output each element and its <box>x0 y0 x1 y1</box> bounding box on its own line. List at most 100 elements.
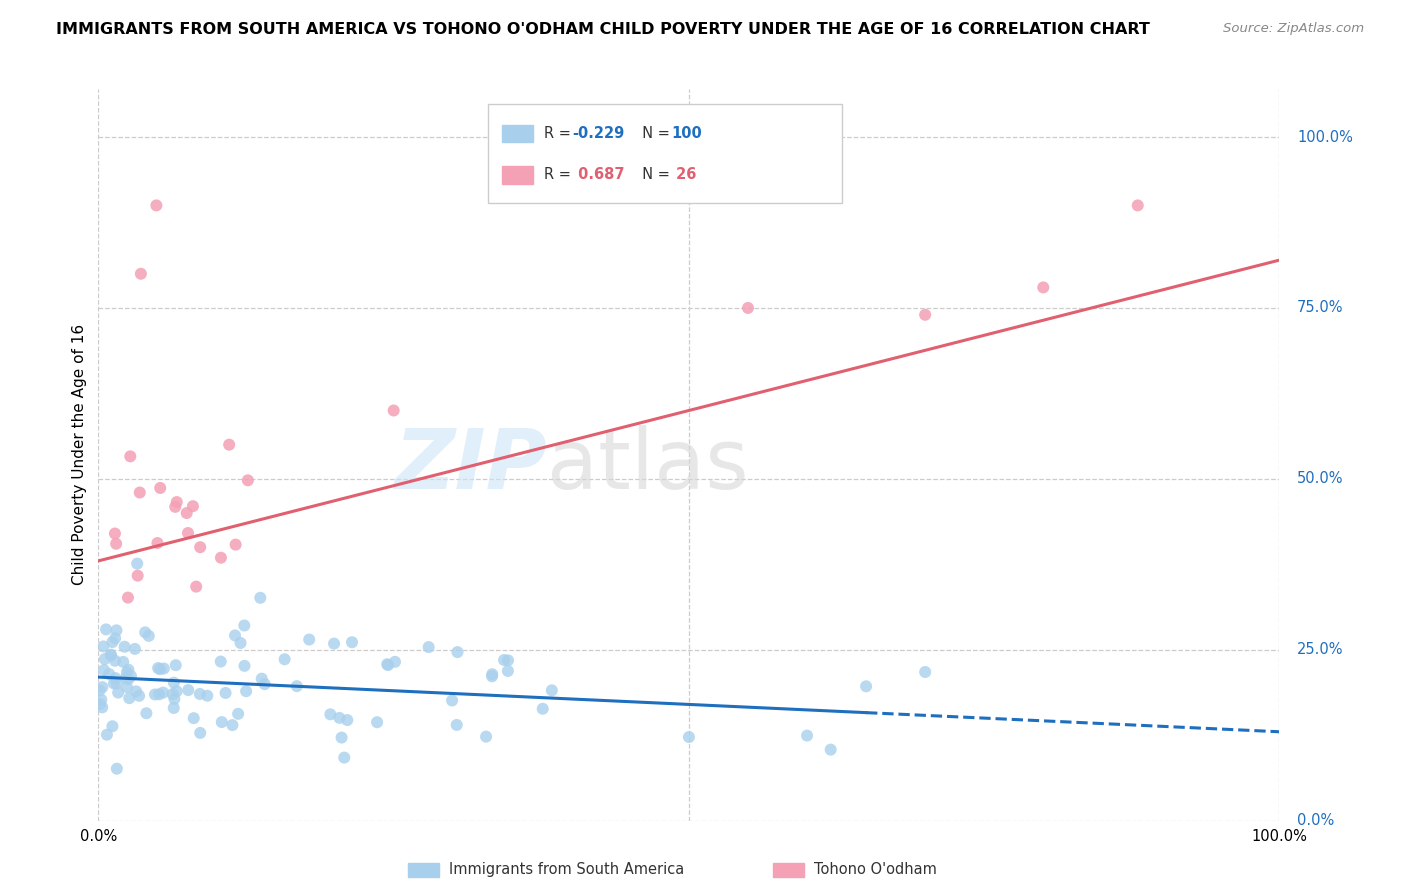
Point <box>250 672 273 686</box>
Point <box>153 661 176 675</box>
Point <box>89 683 111 698</box>
Point <box>1126 198 1149 212</box>
Point <box>375 657 398 672</box>
Point <box>328 711 350 725</box>
Point <box>105 624 128 638</box>
Point <box>214 686 236 700</box>
Point <box>323 637 346 651</box>
Point <box>475 730 498 744</box>
Point <box>188 726 211 740</box>
Point <box>117 672 139 686</box>
Point <box>118 691 141 706</box>
Point <box>114 671 136 685</box>
Point <box>91 680 114 694</box>
Point <box>496 653 519 667</box>
Point <box>418 640 440 654</box>
Point <box>146 661 169 675</box>
Point <box>138 629 160 643</box>
Point <box>249 591 271 605</box>
Point <box>481 667 503 681</box>
Point <box>166 684 188 698</box>
Point <box>163 675 186 690</box>
Point <box>93 663 115 677</box>
Text: R =: R = <box>544 168 576 183</box>
Point <box>195 689 218 703</box>
Point <box>165 500 187 514</box>
Point <box>233 618 256 632</box>
Point <box>382 403 405 417</box>
Point <box>94 652 117 666</box>
Point <box>105 676 128 690</box>
Point <box>914 665 936 679</box>
Point <box>225 538 247 552</box>
Point <box>188 540 211 554</box>
Point <box>229 636 252 650</box>
Point <box>176 506 198 520</box>
Point <box>188 687 211 701</box>
Point <box>218 438 240 452</box>
Point <box>166 495 188 509</box>
Point <box>183 711 205 725</box>
Point <box>333 750 356 764</box>
Point <box>148 687 170 701</box>
Point <box>186 580 208 594</box>
Point <box>91 700 114 714</box>
Point <box>98 667 121 681</box>
Text: 100: 100 <box>671 126 702 141</box>
Point <box>152 685 174 699</box>
Point <box>114 640 136 654</box>
Point <box>163 701 186 715</box>
Point <box>129 267 152 281</box>
Point <box>145 198 167 212</box>
Text: 25.0%: 25.0% <box>1298 642 1344 657</box>
Text: 100.0%: 100.0% <box>1298 129 1353 145</box>
Point <box>163 691 186 706</box>
Point <box>104 671 127 685</box>
Point <box>446 718 468 732</box>
Text: 0.687: 0.687 <box>572 168 624 183</box>
Point <box>112 655 135 669</box>
Text: 0.0%: 0.0% <box>1298 814 1334 828</box>
Point <box>100 648 122 662</box>
Point <box>101 719 124 733</box>
Point <box>209 655 232 669</box>
Point <box>233 658 256 673</box>
Point <box>104 632 127 646</box>
Point <box>135 706 157 721</box>
Point <box>101 635 124 649</box>
Point <box>492 653 515 667</box>
Point <box>446 645 468 659</box>
Point <box>855 679 877 693</box>
Point <box>94 623 117 637</box>
Point <box>221 718 243 732</box>
Point <box>481 669 503 683</box>
Point <box>117 591 139 605</box>
Point <box>128 485 150 500</box>
Point <box>236 473 259 487</box>
Text: Immigrants from South America: Immigrants from South America <box>449 863 683 877</box>
Point <box>273 652 295 666</box>
Point <box>115 680 138 694</box>
Point <box>93 640 115 654</box>
Point <box>177 526 200 541</box>
Point <box>134 625 156 640</box>
Point <box>104 526 127 541</box>
Point <box>1032 280 1054 294</box>
Point <box>177 683 200 698</box>
Point <box>103 676 125 690</box>
Point <box>340 635 363 649</box>
Text: Source: ZipAtlas.com: Source: ZipAtlas.com <box>1223 22 1364 36</box>
Point <box>165 658 187 673</box>
Point <box>441 693 464 707</box>
Point <box>336 713 359 727</box>
Point <box>226 706 249 721</box>
Point <box>90 692 112 706</box>
Text: N =: N = <box>633 126 675 141</box>
Point <box>104 654 127 668</box>
Point <box>100 648 122 663</box>
Point <box>149 662 172 676</box>
Point <box>235 684 257 698</box>
Point <box>285 679 308 693</box>
Text: IMMIGRANTS FROM SOUTH AMERICA VS TOHONO O'ODHAM CHILD POVERTY UNDER THE AGE OF 1: IMMIGRANTS FROM SOUTH AMERICA VS TOHONO … <box>56 22 1150 37</box>
Point <box>820 742 842 756</box>
